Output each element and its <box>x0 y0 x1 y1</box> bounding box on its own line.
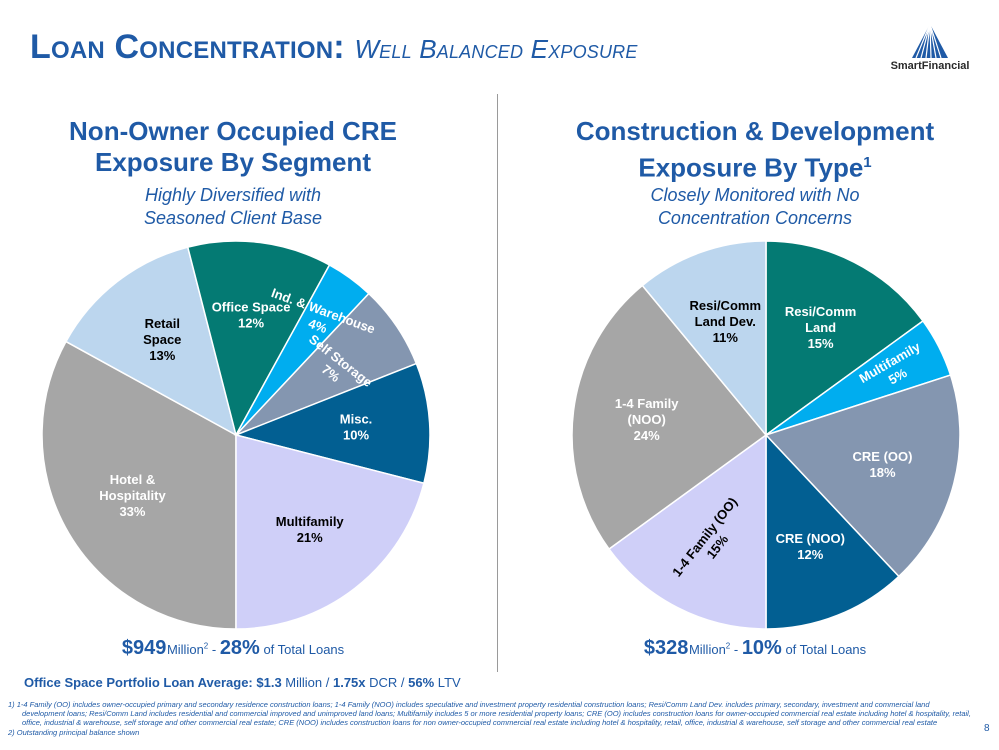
right-chart-title-footnote-ref: 1 <box>863 154 872 171</box>
page-number: 8 <box>984 723 990 734</box>
right-chart-title: Construction & Development Exposure By T… <box>545 116 965 184</box>
left-chart-subtitle-line1: Highly Diversified with <box>144 185 322 205</box>
title-main: Loan Concentration: <box>30 28 345 66</box>
left-total-footnote-ref: 2 <box>203 641 209 651</box>
slice-label-cre-noo: CRE (NOO) 12% <box>776 531 845 562</box>
pie-slice-resi-comm-land-dev <box>641 240 767 438</box>
right-chart-subtitle-line2: Concentration Concerns <box>657 208 853 228</box>
left-chart-title: Non-Owner Occupied CRE Exposure By Segme… <box>23 116 443 178</box>
right-total-footnote-ref: 2 <box>725 641 731 651</box>
pie-slice-resi-comm-land <box>765 240 924 437</box>
slice-label-resi-comm-land-dev: Resi/Comm Land Dev. 11% <box>689 298 761 345</box>
panel-divider <box>497 94 498 672</box>
right-chart-title-line2-text: Exposure By Type <box>638 152 864 183</box>
right-total-unit: Million <box>688 642 726 657</box>
right-chart-title-line1: Construction & Development <box>575 116 935 146</box>
pie-slice-hotel-hospitality <box>41 340 237 630</box>
left-chart-title-line1: Non-Owner Occupied CRE <box>69 116 397 146</box>
left-total-unit: Million <box>166 642 204 657</box>
right-chart-total: $328 Million2 - 10% of Total Loans <box>545 637 965 660</box>
left-total-amount: $949 <box>121 637 167 659</box>
right-total-sep: - <box>730 642 742 657</box>
slice-label-office-space: Office Space 12% <box>212 300 291 331</box>
office-avg: $1.3 <box>256 675 282 690</box>
office-ltv-unit: LTV <box>434 675 461 690</box>
pie-slice-retail-space <box>64 246 238 437</box>
slice-label-hotel-hospitality: Hotel & Hospitality 33% <box>99 472 166 519</box>
left-total-suffix: of Total Loans <box>259 642 345 657</box>
title-subtitle: Well Balanced Exposure <box>354 34 638 64</box>
slice-label-1-4-family-noo: 1-4 Family (NOO) 24% <box>615 396 679 443</box>
pie-slice-cre-noo <box>765 433 900 630</box>
pie-slice-office-space <box>186 240 331 438</box>
footnotes: 1) 1-4 Family (OO) includes owner-occupi… <box>8 700 973 737</box>
left-chart-title-line2: Exposure By Segment <box>95 147 371 177</box>
office-label: Office Space Portfolio Loan Average: <box>24 675 257 690</box>
pie-slice-misc <box>233 362 431 485</box>
office-space-average: Office Space Portfolio Loan Average: $1.… <box>24 675 461 690</box>
pie-slice-1-4-family-noo <box>571 284 768 551</box>
slice-label-cre-oo: CRE (OO) 18% <box>853 449 913 480</box>
left-total-sep: - <box>208 642 220 657</box>
company-logo: SmartFinancial <box>884 22 976 78</box>
left-chart-subtitle-line2: Seasoned Client Base <box>143 208 323 228</box>
office-dcr: 1.75x <box>332 675 366 690</box>
slice-label-resi-comm-land: Resi/Comm Land 15% <box>785 304 857 351</box>
pie-slice-cre-oo <box>764 374 961 578</box>
pie-slice-1-4-family-oo <box>608 433 767 630</box>
logo-text: SmartFinancial <box>890 60 970 72</box>
left-total-pct: 28% <box>219 637 260 659</box>
left-chart-total: $949 Million2 - 28% of Total Loans <box>23 637 443 660</box>
slice-label-multifamily: Multifamily 21% <box>276 514 345 545</box>
footnote-1: 1) 1-4 Family (OO) includes owner-occupi… <box>8 700 971 728</box>
footnote-2: 2) Outstanding principal balance shown <box>8 727 140 737</box>
pie-slice-multifamily <box>235 434 425 630</box>
office-avg-unit: Million / <box>281 675 333 690</box>
slice-label-misc: Misc. 10% <box>340 411 373 442</box>
right-chart-title-line2: Exposure By Type1 <box>545 147 965 184</box>
logo-icon <box>912 23 948 59</box>
left-chart-subtitle: Highly Diversified with Seasoned Client … <box>23 184 443 230</box>
slice-label-retail-space: Retail Space 13% <box>143 316 181 363</box>
office-ltv: 56% <box>408 675 435 690</box>
right-total-suffix: of Total Loans <box>781 642 867 657</box>
right-total-amount: $328 <box>643 637 689 659</box>
right-chart-subtitle: Closely Monitored with No Concentration … <box>545 184 965 230</box>
right-chart-subtitle-line1: Closely Monitored with No <box>650 185 860 205</box>
page-title: Loan Concentration: Well Balanced Exposu… <box>30 28 638 67</box>
office-dcr-unit: DCR / <box>365 675 409 690</box>
right-total-pct: 10% <box>741 637 782 659</box>
